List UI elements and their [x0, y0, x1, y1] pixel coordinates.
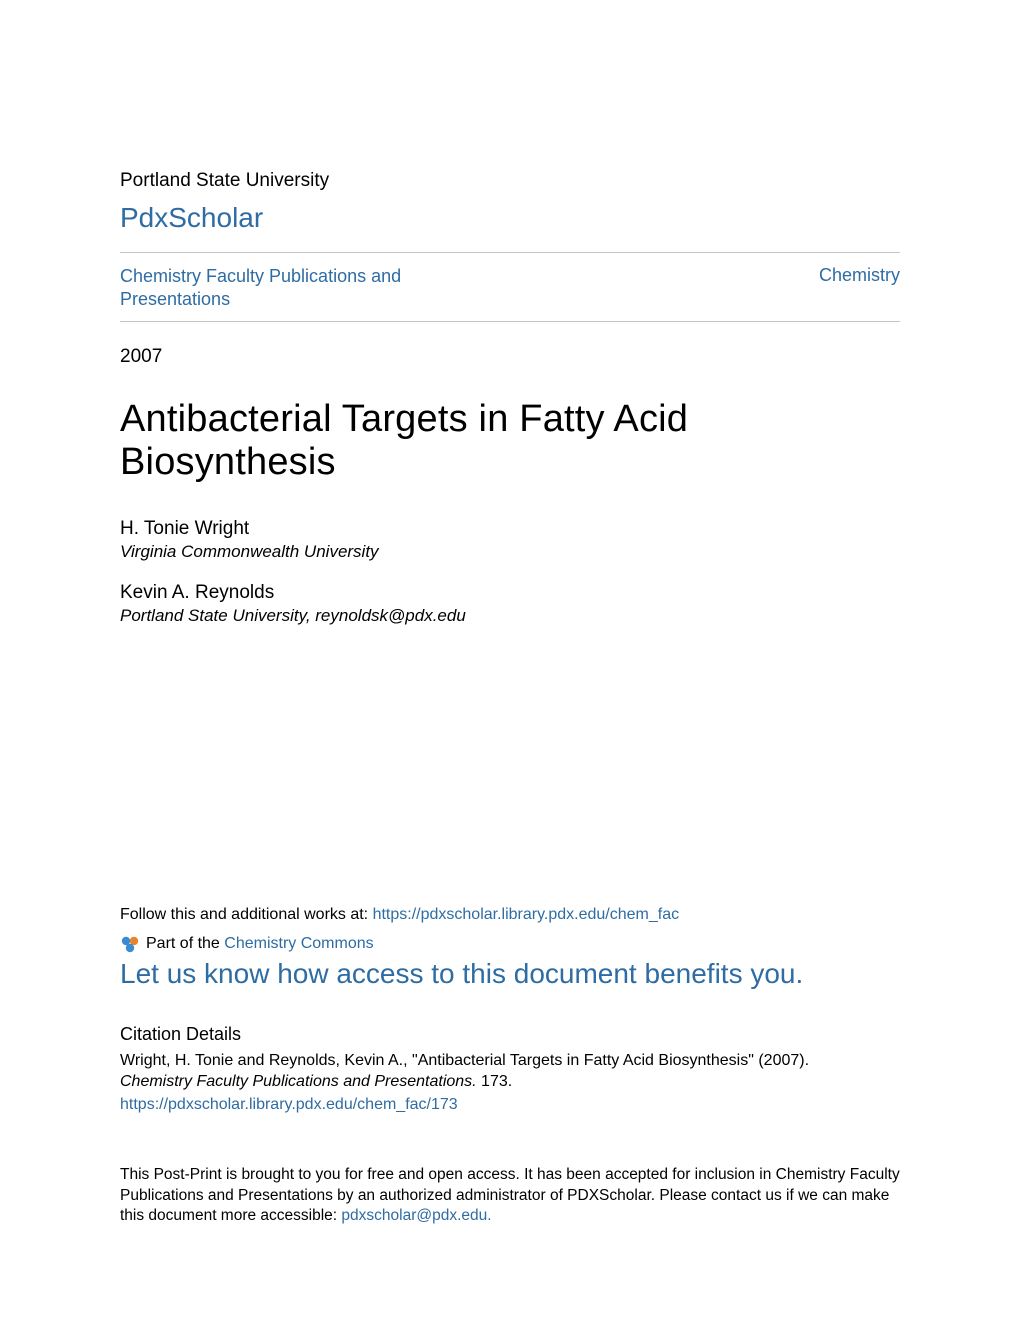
collection-row: Chemistry Faculty Publications and Prese…: [120, 265, 900, 310]
benefits-link[interactable]: Let us know how access to this document …: [120, 958, 900, 990]
citation-line1: Wright, H. Tonie and Reynolds, Kevin A.,…: [120, 1052, 809, 1069]
follow-label: Follow this and additional works at:: [120, 906, 373, 923]
document-title: Antibacterial Targets in Fatty Acid Bios…: [120, 398, 900, 484]
author-name: H. Tonie Wright: [120, 518, 900, 540]
citation-series: Chemistry Faculty Publications and Prese…: [120, 1073, 477, 1090]
author-block: H. Tonie Wright Virginia Commonwealth Un…: [120, 518, 900, 562]
partof-label: Part of the: [146, 935, 224, 952]
author-affiliation: Portland State University, reynoldsk@pdx…: [120, 606, 900, 626]
follow-line: Follow this and additional works at: htt…: [120, 906, 900, 924]
follow-url-link[interactable]: https://pdxscholar.library.pdx.edu/chem_…: [373, 906, 680, 923]
author-affiliation: Virginia Commonwealth University: [120, 542, 900, 562]
department-link[interactable]: Chemistry: [819, 265, 900, 286]
citation-heading: Citation Details: [120, 1024, 900, 1045]
publication-year: 2007: [120, 346, 900, 368]
citation-body: Wright, H. Tonie and Reynolds, Kevin A.,…: [120, 1051, 900, 1115]
university-name: Portland State University: [120, 170, 900, 192]
collection-link[interactable]: Chemistry Faculty Publications and Prese…: [120, 265, 440, 310]
partof-row: Part of the Chemistry Commons: [120, 934, 900, 954]
network-icon: [120, 934, 140, 954]
citation-url-link[interactable]: https://pdxscholar.library.pdx.edu/chem_…: [120, 1095, 900, 1116]
author-block: Kevin A. Reynolds Portland State Univers…: [120, 582, 900, 626]
commons-link[interactable]: Chemistry Commons: [224, 935, 373, 952]
contact-email-link[interactable]: pdxscholar@pdx.edu.: [341, 1207, 491, 1224]
citation-number: 173.: [477, 1073, 513, 1090]
divider-bottom: [120, 321, 900, 322]
repository-link[interactable]: PdxScholar: [120, 202, 900, 234]
divider-top: [120, 252, 900, 253]
footer-pre: This Post-Print is brought to you for fr…: [120, 1166, 900, 1223]
footer-text: This Post-Print is brought to you for fr…: [120, 1165, 900, 1225]
partof-text: Part of the Chemistry Commons: [146, 935, 374, 953]
page-container: Portland State University PdxScholar Che…: [0, 0, 1020, 1226]
follow-section: Follow this and additional works at: htt…: [120, 906, 900, 1226]
author-name: Kevin A. Reynolds: [120, 582, 900, 604]
